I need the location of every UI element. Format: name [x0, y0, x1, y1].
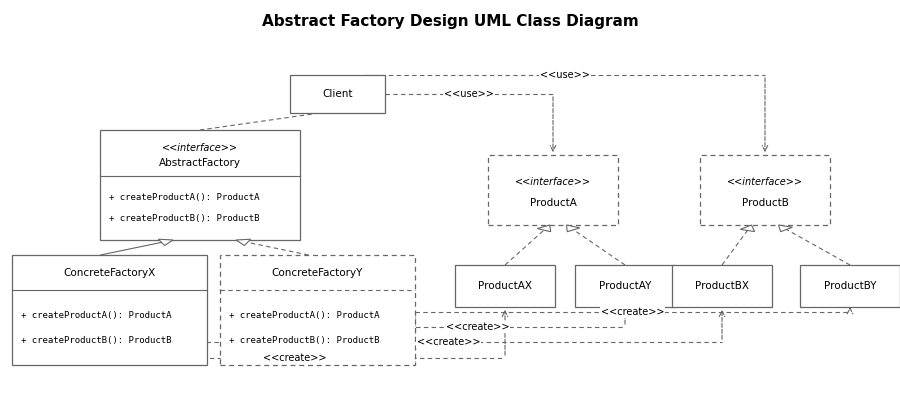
Text: + createProductB(): ProductB: + createProductB(): ProductB — [229, 336, 380, 344]
Polygon shape — [741, 225, 754, 232]
Bar — [100, 130, 300, 240]
Text: <<create>>: <<create>> — [263, 353, 327, 363]
Text: + createProductA(): ProductA: + createProductA(): ProductA — [21, 311, 172, 320]
Text: <<interface>>: <<interface>> — [727, 177, 803, 187]
Text: <<use>>: <<use>> — [444, 89, 494, 99]
Bar — [455, 265, 555, 307]
Text: ProductAY: ProductAY — [598, 281, 652, 291]
Text: ProductBX: ProductBX — [695, 281, 749, 291]
Polygon shape — [236, 239, 250, 246]
Text: <<interface>>: <<interface>> — [162, 142, 238, 152]
Text: <<create>>: <<create>> — [446, 322, 509, 332]
Bar — [12, 255, 207, 365]
Bar — [220, 255, 415, 365]
Bar — [672, 265, 772, 307]
Text: ProductBY: ProductBY — [824, 281, 877, 291]
Text: <<use>>: <<use>> — [540, 70, 590, 80]
Text: + createProductA(): ProductA: + createProductA(): ProductA — [229, 311, 380, 320]
Text: + createProductB(): ProductB: + createProductB(): ProductB — [109, 214, 259, 223]
Polygon shape — [158, 239, 173, 246]
Text: <<create>>: <<create>> — [601, 307, 664, 317]
Bar — [290, 75, 385, 113]
Polygon shape — [566, 225, 580, 232]
Bar — [700, 155, 830, 225]
Text: Client: Client — [322, 89, 353, 99]
Polygon shape — [537, 225, 551, 232]
Text: + createProductA(): ProductA: + createProductA(): ProductA — [109, 193, 259, 202]
Bar — [800, 265, 900, 307]
Bar — [488, 155, 618, 225]
Text: AbstractFactory: AbstractFactory — [159, 158, 241, 168]
Text: Abstract Factory Design UML Class Diagram: Abstract Factory Design UML Class Diagra… — [262, 14, 638, 29]
Text: <<interface>>: <<interface>> — [515, 177, 591, 187]
Polygon shape — [778, 225, 792, 232]
Bar — [575, 265, 675, 307]
Text: ConcreteFactoryY: ConcreteFactoryY — [272, 268, 364, 278]
Text: ProductA: ProductA — [529, 197, 576, 208]
Text: ProductAX: ProductAX — [478, 281, 532, 291]
Text: + createProductB(): ProductB: + createProductB(): ProductB — [21, 336, 172, 344]
Text: ConcreteFactoryX: ConcreteFactoryX — [63, 268, 156, 278]
Text: <<create>>: <<create>> — [417, 337, 481, 347]
Text: ProductB: ProductB — [742, 197, 788, 208]
